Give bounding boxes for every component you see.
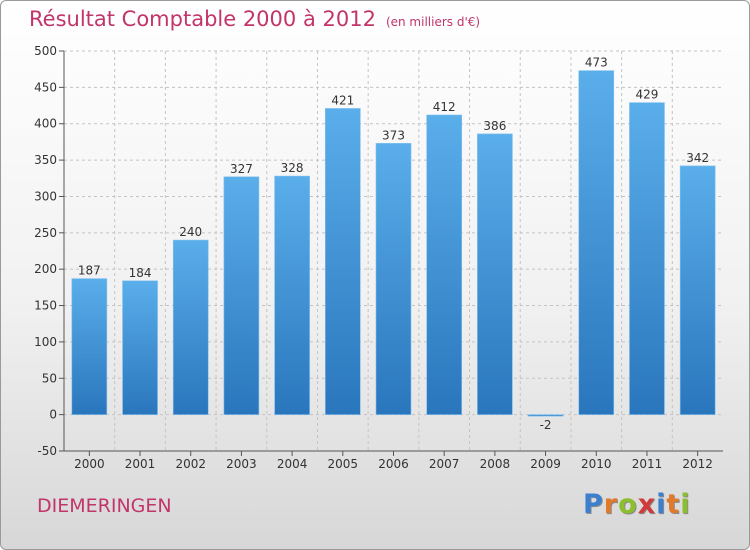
bar (375, 143, 412, 415)
commune-name: DIEMERINGEN (37, 495, 172, 517)
x-tick-label: 2011 (632, 457, 663, 471)
x-tick-label: 2006 (378, 457, 409, 471)
y-tick-label: 100 (34, 335, 57, 349)
x-tick-label: 2007 (429, 457, 460, 471)
x-tick-label: 2002 (175, 457, 206, 471)
logo-letter: r (603, 489, 619, 520)
x-tick-label: 2008 (480, 457, 511, 471)
logo-letter: i (680, 489, 691, 520)
value-label: 240 (179, 225, 202, 239)
value-label: 473 (585, 56, 608, 70)
value-label: 342 (686, 151, 709, 165)
y-tick-label: 200 (34, 262, 57, 276)
bar (223, 176, 260, 415)
value-label: 187 (78, 264, 101, 278)
y-tick-label: 150 (34, 299, 57, 313)
y-tick-label: 350 (34, 153, 57, 167)
bar (426, 114, 462, 415)
x-tick-label: 2001 (125, 457, 156, 471)
x-tick-label: 2010 (581, 457, 612, 471)
x-tick-label: 2003 (226, 457, 257, 471)
proxiti-logo[interactable]: Proxiti (583, 489, 691, 520)
bar (679, 165, 716, 415)
bar (325, 108, 361, 415)
axes: -50 0 50 100 150 200 250 300 350 400 450 500 2000 200… (34, 44, 723, 471)
value-label: 412 (433, 100, 456, 114)
bars (71, 70, 716, 417)
bar (274, 175, 310, 415)
x-tick-label: 2004 (277, 457, 308, 471)
logo-letter: o (618, 489, 638, 520)
x-tick-label: 2005 (328, 457, 359, 471)
chart-subtitle: (en milliers d'€) (385, 15, 481, 29)
y-tick-label: 450 (34, 80, 57, 94)
chart-title: Résultat Comptable 2000 à 2012 (en millie… (29, 7, 480, 31)
bar (629, 102, 665, 415)
bar (477, 133, 513, 415)
bar (71, 278, 108, 415)
x-tick-label: 2012 (682, 457, 713, 471)
logo-letter: x (637, 489, 657, 520)
bar (122, 280, 158, 415)
logo-letter: i (656, 489, 667, 520)
logo-letter: t (666, 489, 681, 520)
value-label: 429 (636, 88, 659, 102)
title-text: Résultat Comptable 2000 à 2012 (29, 7, 376, 31)
value-label: 327 (230, 162, 253, 176)
y-tick-label: 50 (42, 371, 57, 385)
x-tick-label: 2009 (530, 457, 561, 471)
y-tick-label: 0 (49, 408, 57, 422)
value-label: 328 (281, 161, 304, 175)
y-tick-label: 400 (34, 117, 57, 131)
y-tick-label: 500 (34, 44, 57, 58)
bar (172, 239, 209, 415)
value-label: -2 (540, 418, 552, 432)
y-tick-label: -50 (37, 444, 57, 458)
value-label: 421 (331, 93, 354, 107)
data-labels: 187 184 240 327 328 421 373 412 386 -2 473 429 342 (78, 56, 709, 432)
value-label: 184 (129, 266, 152, 280)
value-label: 373 (382, 128, 405, 142)
y-tick-label: 300 (34, 189, 57, 203)
bar (578, 70, 615, 415)
value-label: 386 (483, 119, 506, 133)
logo-letter: P (583, 489, 604, 520)
y-tick-label: 250 (34, 226, 57, 240)
bar (527, 414, 564, 417)
x-tick-label: 2000 (74, 457, 105, 471)
